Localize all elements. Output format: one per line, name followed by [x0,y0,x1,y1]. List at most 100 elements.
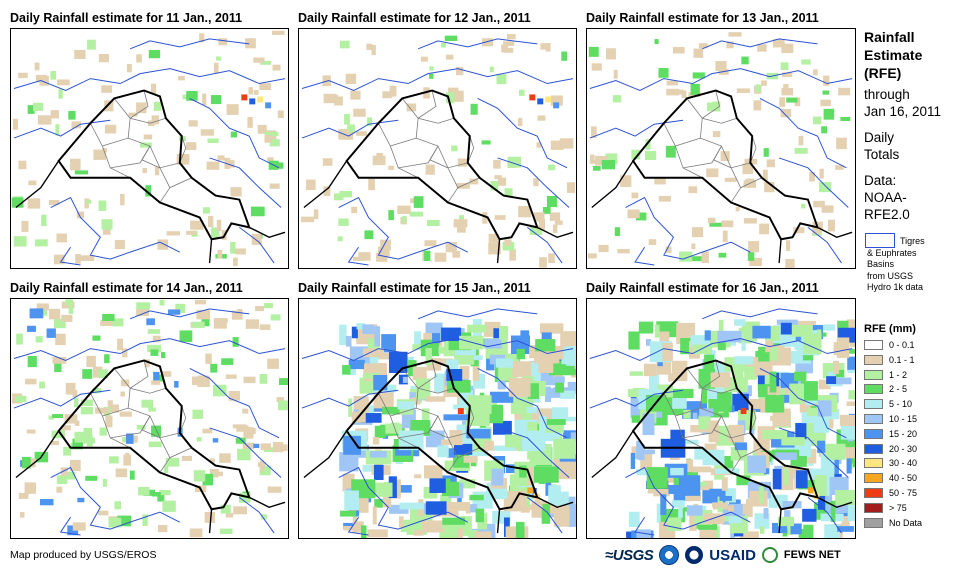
rainfall-hotspot [553,102,560,109]
rainfall-cell [196,437,202,442]
rainfall-cell [204,512,216,523]
rainfall-cell [630,452,636,469]
rainfall-cell [151,380,161,385]
rainfall-cell [53,254,65,265]
rainfall-cell [68,110,76,120]
rainfall-cell [56,233,67,243]
rainfall-cell [201,315,210,327]
basin-boundary [129,308,250,320]
rainfall-cell [519,420,528,434]
rainfall-cell [343,435,361,455]
rainfall-cell [211,227,220,238]
rainfall-cell [429,66,434,71]
rainfall-cell [667,517,682,531]
rainfall-cell [570,432,576,443]
rainfall-cell [698,415,711,430]
rainfall-cell [264,302,273,309]
rainfall-cell [145,185,152,197]
country-border [345,359,539,511]
rainfall-cell [150,349,159,356]
rainfall-map-14jan[interactable] [10,298,289,539]
rainfall-cell [237,448,251,461]
rainfall-cell [660,494,667,515]
rainfall-cell [48,199,60,206]
rainfall-cell [830,500,836,522]
rainfall-cell [542,423,564,433]
province-boundary [398,415,439,439]
rainfall-cell [86,199,92,204]
rainfall-cell [501,44,508,53]
legend-swatch [864,488,883,498]
rainfall-cell [388,210,394,221]
rainfall-cell [666,80,678,86]
rainfall-cell [65,471,76,480]
rainfall-cell [72,522,86,531]
rainfall-map-15jan[interactable] [298,298,577,539]
rainfall-cell [813,416,829,433]
rainfall-cell [839,414,855,426]
basin-line: Basins [867,259,895,269]
fews-globe-icon [761,547,778,563]
rainfall-cell [516,348,525,360]
rainfall-cell [566,182,576,194]
province-boundary [159,187,171,203]
rainfall-map-11jan[interactable] [10,28,289,269]
rainfall-cell [151,115,160,125]
rainfall-cell [686,459,694,474]
rainfall-cell [243,376,256,384]
rainfall-cell [220,504,231,514]
rainfall-cell [109,456,119,464]
basin-boundary [13,119,111,139]
rainfall-cell [793,227,805,234]
rainfall-cell [205,353,212,364]
rainfall-cell [363,348,385,358]
rainfall-cell [712,502,728,508]
rainfall-cell [202,93,207,106]
rainfall-cell [80,406,94,415]
rainfall-cell [459,215,465,221]
rainfall-cell [648,239,657,245]
data-line: RFE2.0 [864,207,910,222]
rainfall-cell [231,310,243,320]
rainfall-cell [728,505,734,512]
rainfall-cell [786,97,798,103]
rainfall-cell [429,73,434,79]
rainfall-cell [163,464,169,474]
rainfall-cell [74,431,85,443]
panel-title-14jan: Daily Rainfall estimate for 14 Jan., 201… [10,281,243,295]
rainfall-cell [429,478,446,493]
rainfall-cell [55,124,60,136]
province-boundary [447,167,480,189]
rainfall-cell [426,219,440,227]
rainfall-map-12jan[interactable] [298,28,577,269]
rainfall-cell [835,369,845,378]
rainfall-cell [276,397,284,403]
legend-label: 50 - 75 [889,488,918,498]
basin-line: Hydro 1k data [867,282,924,292]
basin-boundary [50,466,181,530]
rainfall-map-13jan[interactable] [586,28,856,269]
rainfall-cell [561,368,576,375]
map-canvas [12,299,288,538]
rainfall-cell [161,352,166,359]
rainfall-cell [836,337,850,358]
rainfall-cell [13,236,27,247]
rainfall-cell [230,131,237,138]
rainfall-map-16jan[interactable] [586,298,856,539]
rainfall-cell [629,371,644,376]
rainfall-cell [809,172,815,182]
basin-swatch [865,233,895,248]
rainfall-cell [545,388,570,398]
rainfall-cell [394,485,412,493]
legend-swatch [864,458,883,469]
rainfall-cell [93,149,107,160]
rainfall-cell [524,421,542,434]
rainfall-cell [712,131,721,138]
rainfall-cell [721,220,734,228]
rainfall-cell [125,452,130,463]
rainfall-cell [272,30,285,35]
rainfall-cell [218,38,228,46]
rainfall-cell [533,178,539,187]
rainfall-cell [588,46,599,57]
rainfall-cell [74,49,86,59]
